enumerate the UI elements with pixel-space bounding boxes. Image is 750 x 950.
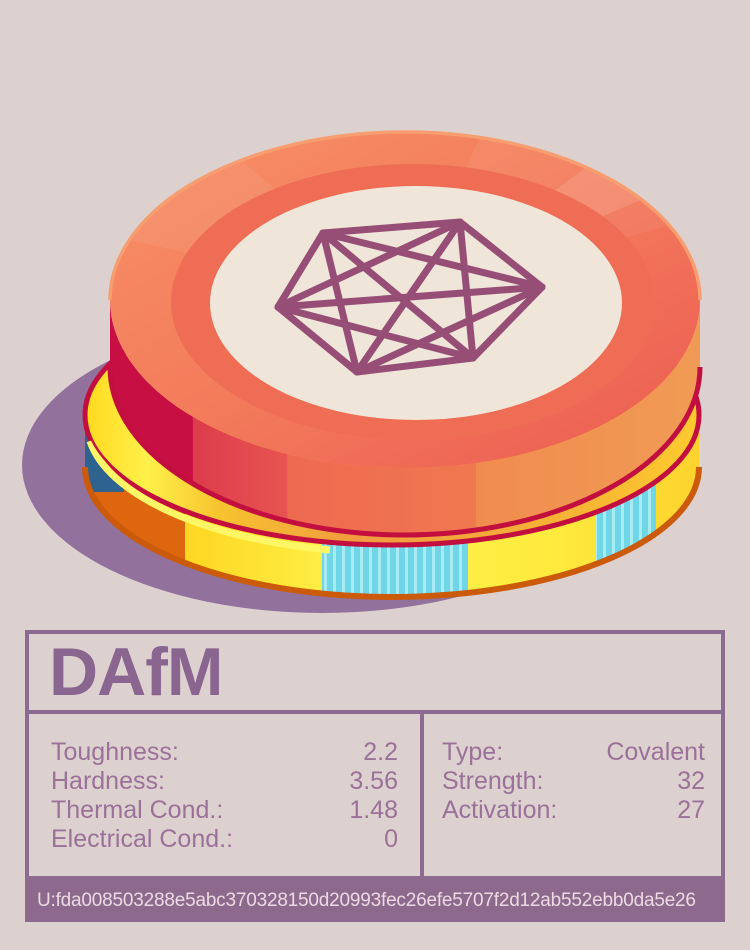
material-title-row: DAfM bbox=[29, 634, 721, 714]
properties-column-left: Toughness: 2.2 Hardness: 3.56 Thermal Co… bbox=[29, 714, 424, 876]
edge-highlight-arc bbox=[86, 439, 331, 554]
property-row-activation: Activation: 27 bbox=[442, 796, 705, 825]
property-label: Electrical Cond.: bbox=[51, 825, 234, 853]
coin-center-face bbox=[210, 186, 622, 420]
property-value: 0 bbox=[384, 825, 398, 853]
property-label: Toughness: bbox=[51, 738, 179, 766]
properties-column-right: Type: Covalent Strength: 32 Activation: … bbox=[424, 714, 721, 876]
property-value: 27 bbox=[677, 796, 705, 824]
property-row-hardness: Hardness: 3.56 bbox=[51, 767, 398, 796]
property-value: 3.56 bbox=[349, 767, 398, 795]
hash-footer-bar: U:fda008503288e5abc370328150d20993fec26e… bbox=[25, 880, 725, 922]
property-label: Strength: bbox=[442, 767, 544, 795]
top-disc-face bbox=[108, 130, 702, 468]
material-properties: Toughness: 2.2 Hardness: 3.56 Thermal Co… bbox=[29, 714, 721, 876]
property-row-thermal-cond: Thermal Cond.: 1.48 bbox=[51, 796, 398, 825]
property-row-type: Type: Covalent bbox=[442, 738, 705, 767]
property-label: Type: bbox=[442, 738, 504, 766]
property-row-toughness: Toughness: 2.2 bbox=[51, 738, 398, 767]
property-label: Hardness: bbox=[51, 767, 165, 795]
property-value: Covalent bbox=[606, 738, 705, 766]
property-row-strength: Strength: 32 bbox=[442, 767, 705, 796]
material-title: DAfM bbox=[49, 634, 224, 710]
material-card-box: DAfM Toughness: 2.2 Hardness: 3.56 Therm… bbox=[25, 630, 725, 880]
coin-stack-svg bbox=[22, 130, 703, 613]
hash-text: U:fda008503288e5abc370328150d20993fec26e… bbox=[37, 890, 696, 911]
coin-stack-illustration bbox=[22, 130, 703, 613]
property-value: 1.48 bbox=[349, 796, 398, 824]
property-value: 2.2 bbox=[363, 738, 398, 766]
property-label: Thermal Cond.: bbox=[51, 796, 224, 824]
property-value: 32 bbox=[677, 767, 705, 795]
material-card: DAfM Toughness: 2.2 Hardness: 3.56 Therm… bbox=[25, 630, 725, 922]
property-row-electrical-cond: Electrical Cond.: 0 bbox=[51, 825, 398, 854]
property-label: Activation: bbox=[442, 796, 558, 824]
top-disc-side bbox=[107, 300, 703, 538]
complete-graph-hexagon-icon bbox=[274, 218, 546, 376]
